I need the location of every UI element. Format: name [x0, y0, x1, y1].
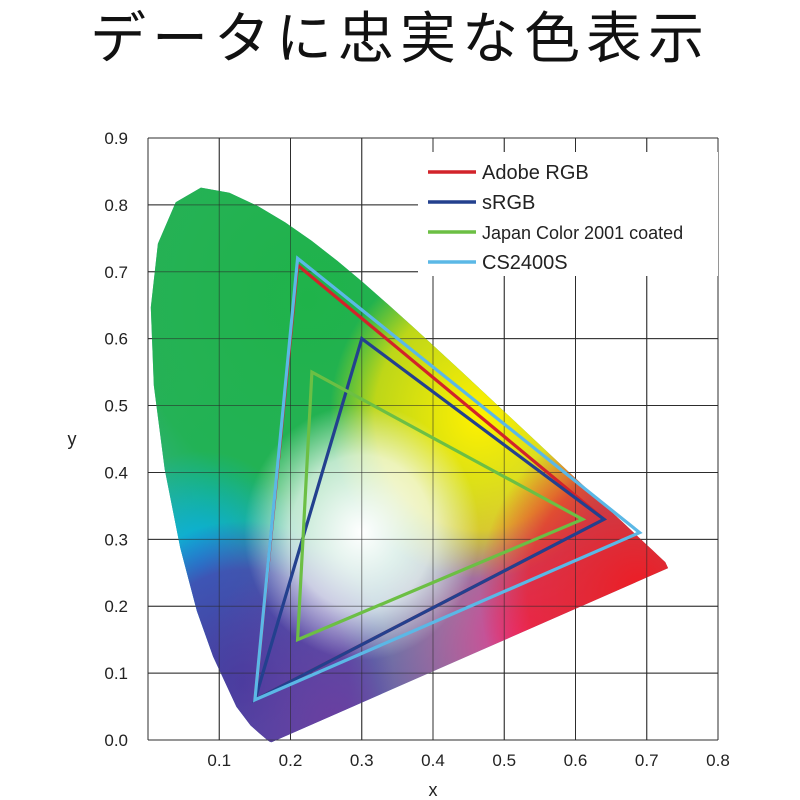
gamut-series	[252, 255, 643, 704]
y-tick-label: 0.0	[104, 731, 128, 750]
legend: Adobe RGB sRGB Japan Color 2001 coated CS24…	[418, 152, 718, 276]
y-axis-label: y	[68, 429, 77, 449]
y-tick-label: 0.7	[104, 263, 128, 282]
x-axis-label: x	[429, 780, 438, 800]
legend-label: CS2400S	[482, 252, 568, 274]
y-tick-label: 0.9	[104, 129, 128, 148]
x-tick-label: 0.5	[492, 751, 516, 770]
page-title: データに忠実な色表示	[90, 7, 710, 72]
x-tick-label: 0.8	[706, 751, 730, 770]
y-tick-label: 0.5	[104, 397, 128, 416]
series-japan-color-2001-coated	[295, 369, 587, 643]
axis-ticks: 0.1 0.2 0.3 0.4 0.5 0.6 0.7 0.8 0.0 0.1 0.2 0.3 0.4 0…	[104, 129, 729, 770]
legend-label: Adobe RGB	[482, 162, 589, 184]
legend-label: sRGB	[482, 192, 535, 214]
y-tick-label: 0.4	[104, 463, 128, 482]
y-tick-label: 0.2	[104, 597, 128, 616]
x-tick-label: 0.6	[564, 751, 588, 770]
series-srgb	[252, 336, 608, 704]
x-tick-label: 0.1	[207, 751, 231, 770]
legend-label: Japan Color 2001 coated	[482, 223, 683, 243]
x-tick-label: 0.3	[350, 751, 374, 770]
x-tick-label: 0.2	[279, 751, 303, 770]
series-cs2400s	[253, 255, 643, 703]
y-tick-label: 0.6	[104, 330, 128, 349]
x-tick-label: 0.7	[635, 751, 659, 770]
y-tick-label: 0.8	[104, 196, 128, 215]
y-tick-label: 0.1	[104, 664, 128, 683]
y-tick-label: 0.3	[104, 530, 128, 549]
x-tick-label: 0.4	[421, 751, 445, 770]
